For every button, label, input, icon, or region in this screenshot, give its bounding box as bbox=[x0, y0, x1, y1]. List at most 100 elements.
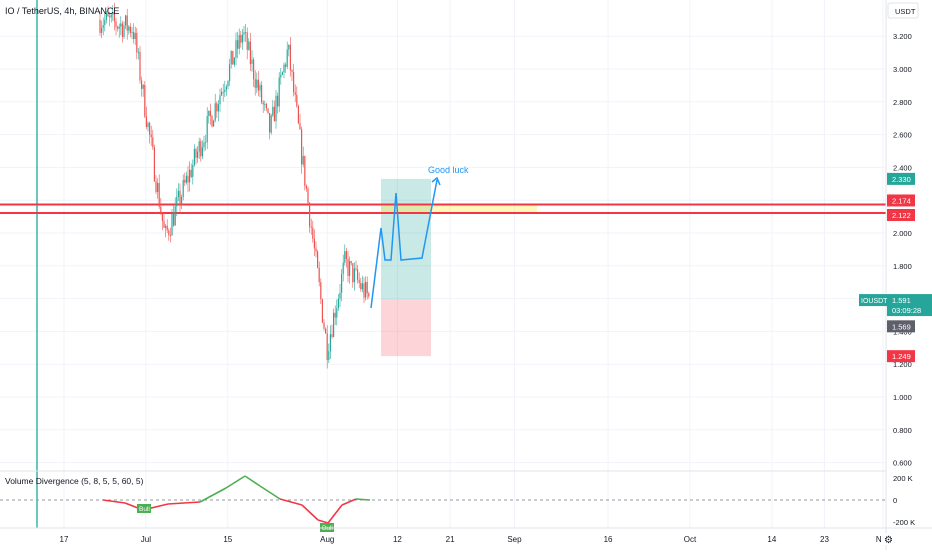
candle-body bbox=[253, 59, 255, 80]
time-tick: 14 bbox=[767, 535, 776, 544]
candle-body bbox=[201, 147, 203, 157]
indicator-segment bbox=[259, 485, 281, 500]
candle-body bbox=[109, 16, 111, 18]
candle-body bbox=[222, 91, 224, 93]
time-tick: 12 bbox=[393, 535, 402, 544]
candle-body bbox=[365, 281, 367, 298]
price-tick: 2.600 bbox=[893, 131, 912, 140]
candle-body bbox=[112, 11, 114, 15]
candle-body bbox=[257, 79, 259, 91]
price-tick: 2.400 bbox=[893, 163, 912, 172]
symbol-header: IO / TetherUS, 4h, BINANCE bbox=[5, 6, 119, 16]
candle-body bbox=[353, 268, 355, 283]
price-tick: 2.800 bbox=[893, 98, 912, 107]
price-tick: 3.200 bbox=[893, 32, 912, 41]
gear-icon[interactable]: ⚙ bbox=[884, 535, 893, 546]
highlight-zone[interactable] bbox=[381, 204, 537, 213]
candle-body bbox=[283, 64, 285, 73]
candle-body bbox=[358, 279, 360, 283]
candle-body bbox=[173, 213, 175, 226]
candle-body bbox=[259, 85, 261, 91]
candle-body bbox=[123, 25, 125, 37]
candle-body bbox=[337, 298, 339, 308]
candle-body bbox=[235, 40, 237, 58]
indicator-title: Volume Divergence (5, 8, 5, 5, 60, 5) bbox=[5, 476, 144, 486]
candle-body bbox=[99, 19, 101, 33]
candle-body bbox=[331, 334, 333, 337]
candle-body bbox=[221, 91, 223, 96]
candle-body bbox=[254, 79, 256, 88]
indicator-segment bbox=[279, 498, 303, 506]
candle-body bbox=[246, 32, 248, 50]
indicator-tick: 0 bbox=[893, 496, 897, 505]
projection-arrowhead bbox=[431, 176, 441, 186]
price-label-level-lower[interactable] bbox=[887, 208, 915, 221]
candle-body bbox=[245, 32, 247, 34]
candle-body bbox=[251, 59, 253, 65]
indicator-segment bbox=[301, 504, 319, 521]
candle-body bbox=[219, 95, 221, 105]
candle-body bbox=[366, 281, 368, 294]
candle-body bbox=[349, 261, 351, 276]
profit-zone[interactable] bbox=[381, 178, 431, 301]
ticker-badge[interactable] bbox=[859, 294, 887, 307]
candle-body bbox=[265, 103, 267, 109]
currency-label: USDT bbox=[895, 7, 916, 16]
price-tick: 3.000 bbox=[893, 65, 912, 74]
candle-body bbox=[120, 23, 122, 27]
candle-body bbox=[144, 85, 146, 117]
candle-body bbox=[153, 147, 155, 182]
candle-body bbox=[329, 334, 331, 352]
annotation-text[interactable]: Good luck bbox=[428, 165, 469, 175]
candle-body bbox=[352, 263, 354, 283]
loss-zone[interactable] bbox=[381, 300, 431, 357]
indicator-segment bbox=[225, 475, 246, 489]
candle-body bbox=[296, 94, 298, 106]
candle-body bbox=[205, 142, 207, 144]
candle-body bbox=[286, 49, 288, 67]
price-label-level-upper[interactable] bbox=[887, 194, 915, 207]
projection-arrow[interactable] bbox=[370, 179, 438, 309]
candle-body bbox=[302, 155, 304, 165]
candle-body bbox=[345, 251, 347, 260]
candle-body bbox=[197, 151, 199, 158]
candle-body bbox=[165, 225, 167, 228]
candle-body bbox=[342, 262, 344, 274]
settings-button[interactable] bbox=[882, 533, 896, 545]
candle-body bbox=[301, 129, 303, 165]
last-price-badge[interactable] bbox=[887, 294, 932, 317]
candle-body bbox=[134, 32, 136, 39]
candle-body bbox=[182, 179, 184, 197]
candle-body bbox=[237, 40, 239, 49]
candle-body bbox=[206, 116, 208, 143]
price-tick: 0.600 bbox=[893, 459, 912, 468]
currency-button[interactable] bbox=[887, 2, 919, 19]
price-label-text: 1.249 bbox=[892, 352, 911, 361]
candle-body bbox=[363, 283, 365, 298]
candle-body bbox=[171, 213, 173, 236]
price-label-target[interactable] bbox=[887, 172, 915, 185]
candle-body bbox=[155, 181, 157, 192]
candle-body bbox=[304, 155, 306, 186]
candle-body bbox=[281, 72, 283, 75]
price-tick: 1.200 bbox=[893, 360, 912, 369]
price-tick: 1.800 bbox=[893, 262, 912, 271]
price-label-stop[interactable] bbox=[887, 350, 915, 363]
candle-body bbox=[157, 183, 159, 192]
candle-body bbox=[158, 183, 160, 207]
candle-body bbox=[149, 122, 151, 135]
candle-body bbox=[288, 44, 290, 50]
candles bbox=[99, 2, 370, 369]
candle-body bbox=[291, 70, 293, 72]
candle-body bbox=[142, 85, 144, 89]
candle-body bbox=[139, 51, 141, 81]
candle-body bbox=[217, 104, 219, 112]
candle-body bbox=[133, 32, 135, 39]
candle-body bbox=[333, 312, 335, 337]
last-price-value: 1.591 bbox=[892, 296, 911, 305]
candle-body bbox=[101, 27, 103, 33]
candle-body bbox=[289, 44, 291, 71]
price-label-entry[interactable] bbox=[887, 320, 915, 333]
candle-body bbox=[209, 110, 211, 116]
